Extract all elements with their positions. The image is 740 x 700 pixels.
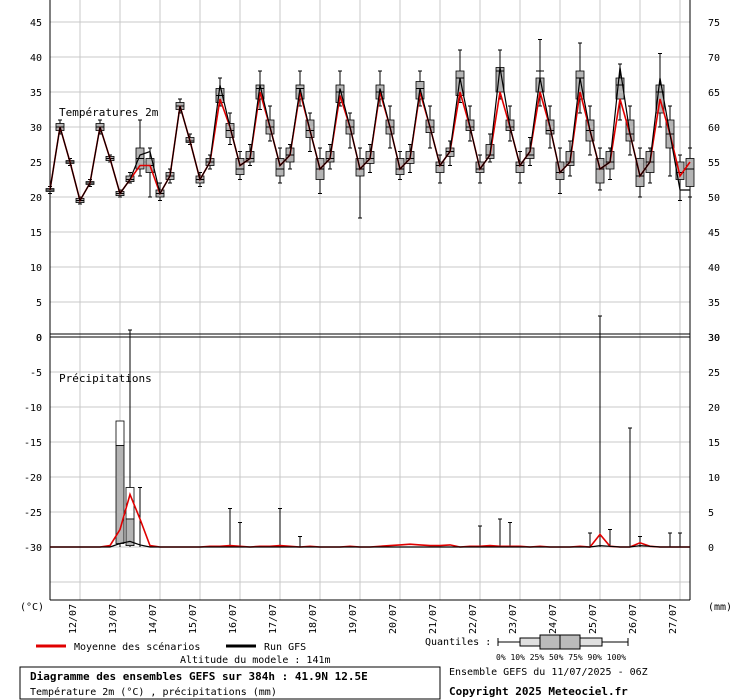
precipitation-panel-title: Précipitations bbox=[59, 372, 152, 385]
precip-y-tick-label: -10 bbox=[24, 403, 42, 414]
x-tick-label: 12/07 bbox=[68, 604, 79, 634]
temp-y-tick-label: 45 bbox=[30, 18, 42, 29]
x-tick-label: 27/07 bbox=[668, 604, 679, 634]
panel-borders bbox=[49, 0, 691, 601]
precip-y-tick-label: -20 bbox=[24, 473, 42, 484]
x-tick-label: 17/07 bbox=[268, 604, 279, 634]
temp-y-right-tick-label: 50 bbox=[708, 193, 720, 204]
temperature-lines bbox=[49, 67, 691, 203]
grid-lines bbox=[50, 0, 690, 600]
temp-box bbox=[275, 158, 285, 177]
x-tick-label: 22/07 bbox=[468, 604, 479, 634]
temp-y-tick-label: 35 bbox=[30, 88, 42, 99]
copyright-label: Copyright 2025 Meteociel.fr bbox=[449, 685, 628, 698]
x-tick-label: 24/07 bbox=[548, 604, 559, 634]
footer-box bbox=[19, 666, 441, 700]
temp-y-tick-label: 5 bbox=[36, 298, 42, 309]
precip-y-right-tick-label: 10 bbox=[708, 473, 720, 484]
x-tick-label: 26/07 bbox=[628, 604, 639, 634]
x-tick-label: 20/07 bbox=[388, 604, 399, 634]
precip-y-tick-label: 0 bbox=[36, 333, 42, 344]
temperature-panel-title: Températures 2m bbox=[59, 106, 159, 119]
precip-y-right-tick-label: 25 bbox=[708, 368, 720, 379]
precip-y-right-tick-label: 5 bbox=[708, 508, 714, 519]
x-tick-label: 16/07 bbox=[228, 604, 239, 634]
x-tick-label: 14/07 bbox=[148, 604, 159, 634]
temp-box bbox=[335, 84, 345, 103]
temperature-boxes bbox=[45, 39, 695, 219]
temp-y-tick-label: 25 bbox=[30, 158, 42, 169]
precip-box bbox=[125, 518, 135, 547]
quantiles-legend-box bbox=[497, 634, 629, 650]
quantile-ticks-label: 0% 10% 25% 50% 75% 90% 100% bbox=[496, 653, 626, 662]
y-right-unit-label: (mm) bbox=[708, 602, 732, 613]
temp-y-tick-label: 10 bbox=[30, 263, 42, 274]
temp-y-right-tick-label: 60 bbox=[708, 123, 720, 134]
x-tick-label: 25/07 bbox=[588, 604, 599, 634]
footer-subtitle: Température 2m (°C) , précipitations (mm… bbox=[30, 686, 277, 698]
precip-y-right-tick-label: 30 bbox=[708, 333, 720, 344]
temp-box bbox=[635, 158, 645, 187]
temp-y-right-tick-label: 30 bbox=[708, 333, 720, 344]
mean-legend-label: Moyenne des scénarios bbox=[74, 641, 200, 653]
temp-y-right-tick-label: 70 bbox=[708, 53, 720, 64]
precip-y-tick-label: -5 bbox=[30, 368, 42, 379]
temp-box bbox=[235, 158, 245, 176]
y-left-unit-label: (°C) bbox=[20, 602, 44, 613]
temp-y-right-tick-label: 55 bbox=[708, 158, 720, 169]
temp-y-tick-label: 15 bbox=[30, 228, 42, 239]
precip-mean-line bbox=[50, 492, 690, 548]
precip-y-right-tick-label: 15 bbox=[708, 438, 720, 449]
temp-y-right-tick-label: 65 bbox=[708, 88, 720, 99]
temp-y-right-tick-label: 45 bbox=[708, 228, 720, 239]
precip-run-gfs-line bbox=[50, 540, 690, 548]
temp-y-right-tick-label: 35 bbox=[708, 298, 720, 309]
x-tick-label: 21/07 bbox=[428, 604, 439, 634]
temp-y-tick-label: 30 bbox=[30, 123, 42, 134]
footer-title: Diagramme des ensembles GEFS sur 384h : … bbox=[30, 670, 368, 683]
precip-y-tick-label: -15 bbox=[24, 438, 42, 449]
x-tick-label: 18/07 bbox=[308, 604, 319, 634]
x-tick-label: 23/07 bbox=[508, 604, 519, 634]
temp-y-right-tick-label: 75 bbox=[708, 18, 720, 29]
temp-y-tick-label: 40 bbox=[30, 53, 42, 64]
temp-y-tick-label: 0 bbox=[36, 333, 42, 344]
ensemble-label: Ensemble GEFS du 11/07/2025 - 06Z bbox=[449, 667, 648, 678]
temp-box bbox=[685, 158, 695, 187]
precipitation-marks bbox=[50, 315, 690, 548]
precip-y-right-tick-label: 0 bbox=[708, 543, 714, 554]
temp-box bbox=[575, 70, 585, 100]
x-tick-label: 15/07 bbox=[188, 604, 199, 634]
temp-y-tick-label: 20 bbox=[30, 193, 42, 204]
temp-box bbox=[515, 161, 525, 173]
temp-y-right-tick-label: 40 bbox=[708, 263, 720, 274]
temp-run-gfs-line bbox=[49, 67, 690, 203]
quantiles-label: Quantiles : bbox=[425, 637, 491, 648]
temp-box bbox=[595, 158, 605, 184]
x-axis-ticks: 12/07 13/07 14/07 15/07 16/07 17/07 18/07 19/07… bbox=[68, 604, 679, 634]
x-tick-label: 13/07 bbox=[108, 604, 119, 634]
temp-box bbox=[435, 161, 445, 173]
precip-y-tick-label: -30 bbox=[24, 543, 42, 554]
run-legend-label: Run GFS bbox=[264, 642, 306, 653]
precip-y-right-tick-label: 20 bbox=[708, 403, 720, 414]
precip-box-outer bbox=[115, 420, 125, 446]
precip-y-tick-label: -25 bbox=[24, 508, 42, 519]
altitude-label: Altitude du modele : 141m bbox=[180, 655, 331, 666]
x-tick-label: 19/07 bbox=[348, 604, 359, 634]
